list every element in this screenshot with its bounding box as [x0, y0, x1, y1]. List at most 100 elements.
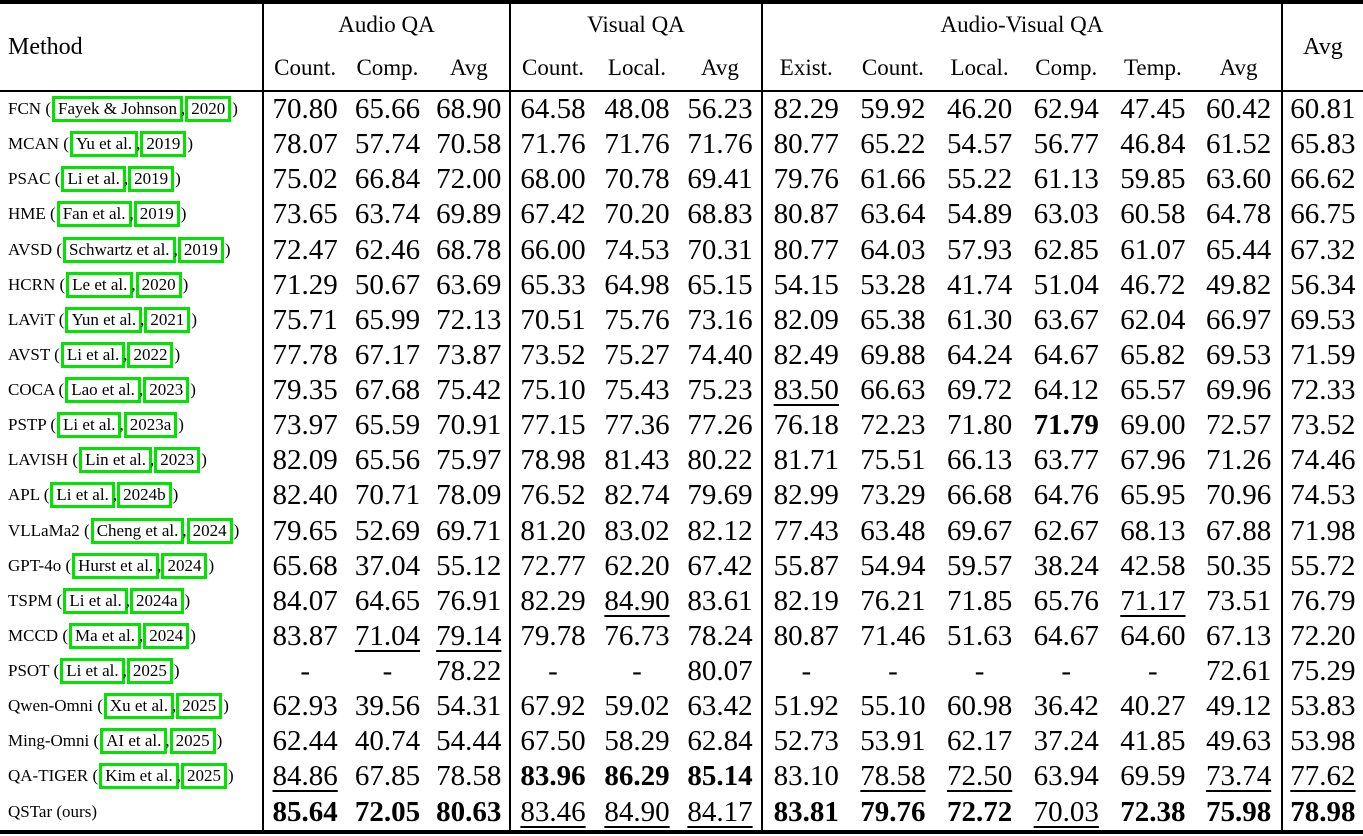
citation-year-link[interactable]: 2025: [169, 728, 216, 755]
value-cell: -: [548, 655, 558, 687]
citation-author-link[interactable]: AI et al.: [100, 728, 168, 755]
citation-author-link[interactable]: Li et al.: [60, 658, 125, 684]
value-cell: 63.74: [354, 198, 421, 231]
citation-comma: ,: [123, 169, 129, 189]
value-cell: 56.34: [1290, 268, 1356, 301]
value-cell: 78.98: [1290, 795, 1356, 828]
citation-author-link[interactable]: Fan et al.: [56, 201, 132, 228]
method-cell: HCRN (Le et al., 2020): [0, 267, 264, 303]
citation-author-link[interactable]: Li et al.: [57, 412, 122, 439]
citation-author-link[interactable]: Schwartz et al.: [63, 236, 176, 263]
value-cell: 70.80: [272, 93, 338, 125]
citation-author-link[interactable]: Cheng et al.: [90, 517, 185, 544]
citation-year-link[interactable]: 2023: [154, 447, 201, 474]
citation-year-link[interactable]: 2019: [177, 236, 224, 263]
value-cell: 72.72: [946, 795, 1013, 828]
method-name: PSAC: [8, 169, 51, 189]
subheader-av-temp: Temp.: [1123, 55, 1182, 80]
citation-author-link[interactable]: Lin et al.: [79, 447, 152, 474]
citation-author-link[interactable]: Hurst et al.: [72, 552, 160, 579]
citation-author-link[interactable]: Li et al.: [63, 587, 128, 614]
method-cell: HME (Fan et al., 2019): [0, 197, 264, 233]
citation-year-link[interactable]: 2024: [186, 517, 233, 544]
value-cell: 55.72: [1290, 549, 1356, 582]
citation-year-link[interactable]: 2025: [176, 693, 223, 720]
table-row: LAVISH (Lin et al., 2023) 82.09 65.56 75.97 7…: [0, 443, 1363, 479]
citation-year-link[interactable]: 2019: [128, 166, 175, 193]
value-cell: 64.24: [946, 338, 1013, 371]
value-cell: 67.88: [1196, 513, 1283, 549]
method-cell: APL (Li et al., 2024b): [0, 478, 264, 514]
subheader-av-count: Count.: [861, 55, 924, 80]
citation-year-link[interactable]: 2019: [140, 131, 187, 158]
citation-year-link[interactable]: 2019: [133, 201, 180, 228]
value-cell: 52.69: [354, 514, 421, 547]
value-cell: 68.83: [679, 197, 763, 233]
value-cell: 69.53: [1290, 303, 1356, 336]
citation-comma: ,: [138, 380, 144, 399]
citation-year-link[interactable]: 2020: [135, 271, 182, 298]
citation-author-link[interactable]: Kim et al.: [99, 763, 179, 790]
value-cell: 67.42: [679, 548, 763, 584]
value-cell: 51.92: [773, 690, 839, 723]
citation-author-link[interactable]: Le et al.: [66, 271, 134, 298]
value-cell: 80.63: [429, 794, 511, 830]
citation-year-link[interactable]: 2025: [126, 658, 173, 684]
table-row: MCCD (Ma et al., 2024) 83.87 71.04 79.14 79.7…: [0, 618, 1363, 654]
citation-author-link[interactable]: Li et al.: [61, 166, 126, 193]
table-row: Qwen-Omni (Xu et al., 2025) 62.93 39.56 54.3…: [0, 689, 1363, 725]
value-cell: 66.97: [1196, 302, 1283, 338]
citation-comma: ,: [176, 766, 181, 786]
value-cell: 37.24: [1033, 725, 1099, 758]
value-cell: 66.84: [354, 163, 421, 196]
value-cell: 60.42: [1196, 92, 1283, 128]
citation-author-link[interactable]: Yu et al.: [69, 131, 139, 158]
value-cell: 69.67: [946, 514, 1013, 547]
citation-author-link[interactable]: Ma et al.: [69, 622, 141, 649]
value-cell: 69.72: [946, 374, 1013, 406]
citation-year-link[interactable]: 2024b: [117, 482, 172, 509]
value-cell: 71.26: [1196, 443, 1283, 479]
method-cell: GPT-4o (Hurst et al., 2024): [0, 548, 264, 584]
value-cell: 69.41: [679, 162, 763, 198]
citation-year-link[interactable]: 2023a: [123, 412, 178, 439]
citation-author-link[interactable]: Fayek & Johnson: [52, 96, 183, 122]
citation-author-link[interactable]: Lao et al.: [65, 377, 141, 403]
value-cell: 73.52: [520, 338, 586, 371]
table-row: FCN (Fayek & Johnson, 2020) 70.80 65.66 68.9…: [0, 92, 1363, 128]
value-cell: 80.87: [773, 619, 839, 652]
subheader-audio-comp: Comp.: [356, 55, 419, 80]
citation-year-link[interactable]: 2023: [143, 377, 190, 403]
citation-author-link[interactable]: Xu et al.: [103, 693, 174, 720]
value-cell: 64.98: [604, 268, 670, 301]
value-cell: 74.46: [1290, 444, 1356, 477]
value-cell: 76.79: [1290, 584, 1356, 617]
value-cell: 80.77: [773, 128, 839, 161]
method-name: MCCD: [8, 625, 59, 645]
value-cell: 46.20: [946, 93, 1013, 125]
citation-year-link[interactable]: 2021: [144, 306, 191, 333]
table-header: Method Audio QA Visual QA Audio-Visual Q…: [0, 4, 1363, 90]
value-cell: 78.24: [679, 618, 763, 654]
value-cell: 73.65: [272, 198, 338, 231]
citation-year-link[interactable]: 2022: [127, 341, 174, 368]
citation-year-link[interactable]: 2020: [185, 96, 232, 122]
citation-author-link[interactable]: Li et al.: [50, 482, 115, 509]
value-cell: 55.12: [429, 548, 511, 584]
subheader-av-comp: Comp.: [1035, 55, 1098, 80]
citation-year-link[interactable]: 2024: [143, 622, 190, 649]
citation-year-link[interactable]: 2025: [180, 763, 227, 790]
method-name: APL: [8, 485, 40, 505]
value-cell: 59.92: [860, 93, 926, 125]
table-body: FCN (Fayek & Johnson, 2020) 70.80 65.66 68.9…: [0, 92, 1363, 830]
citation-author-link[interactable]: Li et al.: [60, 341, 126, 368]
value-cell: 82.19: [773, 584, 839, 617]
value-cell: -: [974, 655, 985, 687]
citation-year-link[interactable]: 2024: [161, 552, 208, 579]
value-cell: 78.98: [520, 444, 586, 477]
citation-author-link[interactable]: Yun et al.: [65, 306, 143, 333]
subheader-visual-count: Count.: [521, 55, 584, 80]
citation-year-link[interactable]: 2024a: [130, 587, 184, 614]
value-cell: 75.02: [272, 163, 338, 196]
